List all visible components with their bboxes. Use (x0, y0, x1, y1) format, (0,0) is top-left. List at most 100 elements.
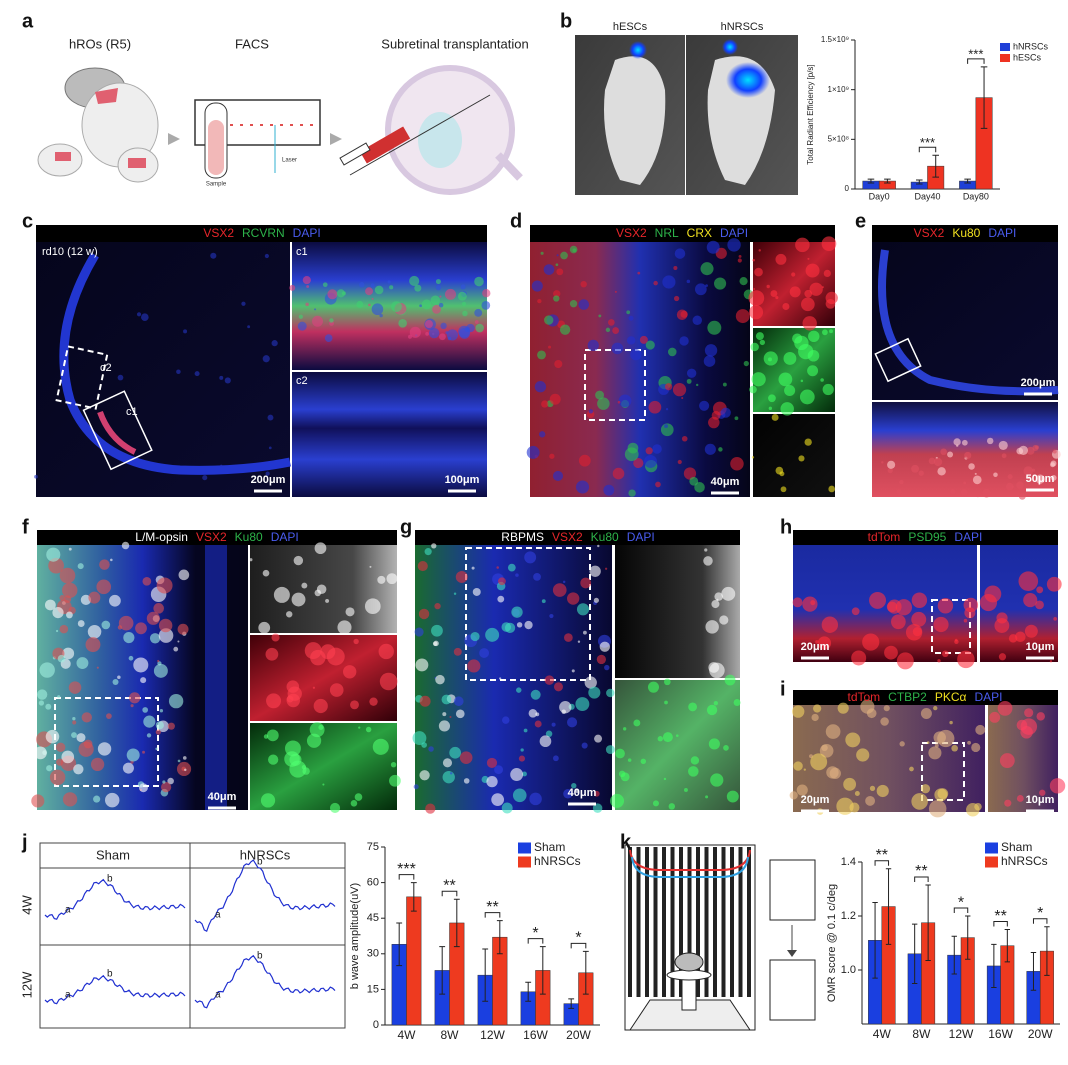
panel-label: a (22, 10, 34, 32)
cell (799, 389, 815, 405)
cell (690, 756, 700, 765)
cell (553, 682, 563, 692)
box-label: c2 (100, 362, 112, 374)
cell (673, 266, 678, 271)
cell (551, 722, 556, 727)
cell (854, 791, 860, 796)
cell (68, 681, 82, 694)
cell (421, 742, 427, 748)
cell (982, 488, 991, 498)
cell (306, 285, 310, 288)
cell (664, 700, 668, 705)
cell (572, 248, 577, 253)
significance-bracket (398, 874, 415, 880)
cell (730, 457, 744, 471)
cell (1046, 576, 1062, 592)
cell (883, 705, 890, 712)
cell (310, 649, 326, 666)
trace-label: a (215, 990, 221, 1001)
y-tick-label: 5×10⁸ (828, 134, 849, 143)
stripe (747, 847, 751, 997)
cell (664, 424, 668, 428)
cell (663, 777, 667, 781)
cell (442, 770, 455, 784)
cell (1035, 474, 1045, 484)
channel-label: DAPI (293, 226, 321, 240)
cell (522, 771, 527, 777)
cell (541, 400, 549, 408)
cell (703, 556, 713, 566)
cell (271, 340, 278, 347)
cell (770, 290, 778, 297)
cell (491, 793, 505, 806)
channel-header: VSX2 Ku80 DAPI (914, 226, 1017, 240)
scale-bar-label: 100μm (445, 474, 480, 486)
cell (537, 298, 542, 304)
cell (49, 769, 66, 786)
cell (899, 479, 904, 485)
cell (386, 573, 398, 585)
cell (182, 756, 187, 760)
cell (704, 344, 718, 357)
cell (481, 300, 491, 310)
cell (845, 732, 861, 748)
tube-label: Sample (206, 182, 227, 188)
cell (999, 753, 1015, 769)
cell (184, 768, 187, 772)
cell (421, 299, 432, 310)
cell (791, 705, 805, 718)
cell (780, 486, 787, 493)
error-bar (582, 950, 589, 995)
cell (262, 569, 270, 577)
cell (620, 772, 630, 782)
cell (61, 750, 75, 764)
cell (911, 592, 928, 608)
significance-label: ** (915, 863, 927, 880)
cell (510, 768, 524, 781)
cell (444, 288, 457, 300)
cell (956, 444, 959, 447)
cell (612, 327, 620, 334)
cell (453, 592, 457, 595)
cell (121, 541, 130, 550)
cell (167, 777, 174, 785)
panel-label: d (510, 210, 522, 232)
cell (556, 268, 564, 276)
cell (700, 262, 714, 276)
error-bar (396, 922, 403, 967)
cell (553, 295, 560, 302)
cell (438, 302, 444, 308)
cell (966, 802, 980, 817)
cell (31, 794, 45, 808)
error-bar (932, 154, 940, 178)
cell (1004, 799, 1012, 807)
legend-label: hESCs (1013, 52, 1042, 62)
cell (655, 481, 661, 488)
cell (314, 589, 322, 597)
cell (265, 471, 270, 476)
cell (498, 577, 506, 586)
cell (567, 717, 578, 728)
trace-label: a (215, 910, 221, 921)
cell (896, 652, 914, 670)
legend-swatch (518, 856, 531, 868)
cell (804, 289, 813, 298)
error-bar (867, 178, 875, 184)
cell (1050, 462, 1056, 468)
cell (1023, 466, 1034, 476)
legend-swatch (985, 856, 998, 868)
cell (34, 746, 47, 760)
row-label: 12W (19, 971, 34, 998)
cell (928, 746, 942, 760)
x-tick-label: 8W (912, 1027, 931, 1041)
cell (686, 368, 697, 378)
column-label: Sham (96, 847, 130, 862)
cell (657, 736, 663, 742)
cell (553, 290, 561, 298)
cell (224, 377, 231, 384)
cell (933, 731, 946, 744)
legend-swatch (985, 842, 998, 854)
cell (194, 371, 200, 377)
cell (668, 803, 676, 810)
cell (644, 454, 657, 468)
